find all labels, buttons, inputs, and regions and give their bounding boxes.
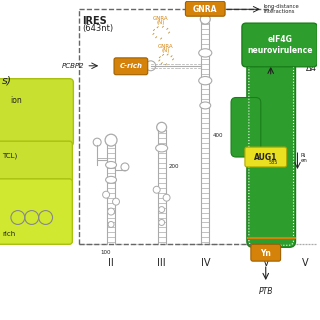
Text: GNRA: GNRA (193, 5, 218, 14)
Text: III: III (157, 258, 166, 268)
FancyBboxPatch shape (0, 179, 72, 244)
FancyBboxPatch shape (185, 1, 225, 16)
FancyBboxPatch shape (251, 244, 281, 261)
Text: (N): (N) (156, 20, 165, 25)
Text: (N): (N) (161, 48, 170, 53)
Text: 500: 500 (268, 53, 278, 58)
Text: IV: IV (201, 258, 210, 268)
Text: ion: ion (10, 96, 22, 105)
FancyBboxPatch shape (0, 141, 72, 183)
FancyBboxPatch shape (247, 37, 295, 247)
Text: interactions: interactions (264, 9, 295, 14)
Circle shape (163, 194, 170, 201)
Text: V: V (302, 258, 309, 268)
Ellipse shape (200, 102, 211, 109)
Ellipse shape (156, 144, 168, 152)
Text: long-distance: long-distance (264, 4, 300, 9)
Ellipse shape (106, 176, 116, 183)
Text: s): s) (2, 76, 12, 86)
FancyBboxPatch shape (231, 98, 261, 157)
Text: Ri
en: Ri en (300, 153, 307, 164)
Text: II: II (108, 258, 114, 268)
Text: 400: 400 (212, 133, 223, 138)
Text: Yn: Yn (260, 249, 271, 258)
Circle shape (113, 198, 119, 205)
Text: C-rich: C-rich (119, 63, 142, 69)
FancyBboxPatch shape (245, 147, 287, 167)
FancyBboxPatch shape (242, 23, 317, 67)
FancyBboxPatch shape (0, 79, 73, 146)
Text: TCL): TCL) (2, 152, 17, 159)
Text: PTB: PTB (259, 287, 273, 296)
Ellipse shape (199, 49, 212, 57)
Circle shape (159, 207, 164, 212)
Text: PCBP2: PCBP2 (62, 63, 84, 69)
Text: GNRA: GNRA (153, 16, 168, 21)
Circle shape (108, 208, 115, 215)
Ellipse shape (199, 76, 212, 85)
Circle shape (159, 220, 164, 226)
Text: AUG1: AUG1 (254, 153, 277, 162)
Text: (643nt): (643nt) (82, 24, 113, 33)
Circle shape (153, 186, 160, 193)
Text: V: V (262, 258, 269, 268)
Circle shape (103, 191, 109, 198)
Circle shape (108, 221, 114, 228)
Text: Δ4: Δ4 (306, 64, 317, 73)
Text: 200: 200 (169, 164, 179, 170)
FancyBboxPatch shape (114, 58, 148, 75)
Text: 100: 100 (100, 250, 110, 255)
Text: eIF4G
neurovirulence: eIF4G neurovirulence (247, 35, 312, 55)
Ellipse shape (106, 162, 116, 168)
Text: GNRA: GNRA (158, 44, 173, 49)
Text: IRES: IRES (82, 16, 107, 26)
Text: rich: rich (2, 231, 15, 237)
Text: 585: 585 (269, 160, 278, 165)
